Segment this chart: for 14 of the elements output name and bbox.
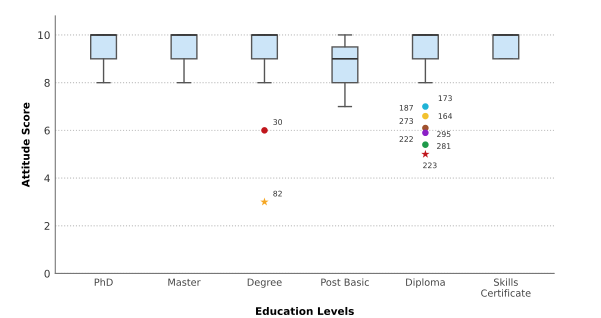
x-tick-label: Post Basic [321,278,369,286]
y-tick-label: 0 [44,270,50,278]
y-tick-label: 10 [38,31,50,40]
y-tick-label: 2 [44,222,50,230]
x-tick-label: PhD [94,278,113,286]
y-tick-label: 8 [44,78,50,87]
x-tick-label: Master [168,278,201,286]
y-tick-label: 4 [44,174,50,182]
x-tick-label: Skills Certificate [481,278,531,297]
x-axis-title: Education Levels [256,306,354,316]
x-tick-label: Diploma [406,278,445,288]
y-tick-label: 6 [44,126,50,134]
x-tick-label: Degree [248,278,282,288]
y-axis-title: Attitude Score [22,102,30,188]
